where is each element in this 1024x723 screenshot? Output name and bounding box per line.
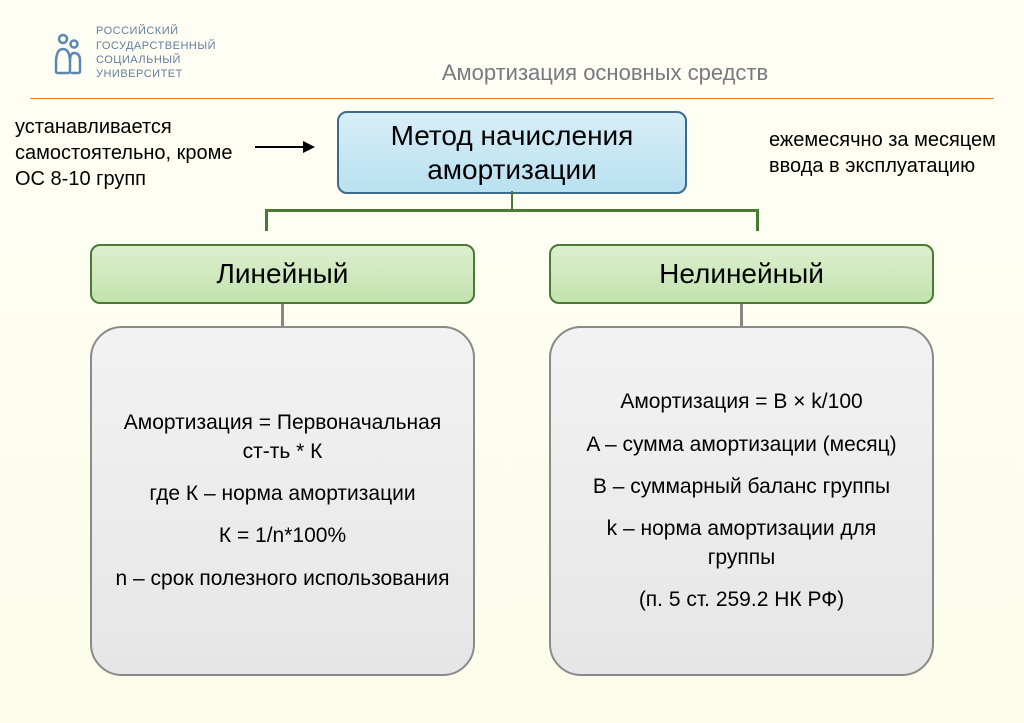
university-logo: РОССИЙСКИЙ ГОСУДАРСТВЕННЫЙ СОЦИАЛЬНЫЙ УН… <box>50 24 216 81</box>
left-annotation: устанавливается самостоятельно, кроме ОС… <box>15 114 265 192</box>
formula-line: где К – норма амортизации <box>114 480 451 508</box>
connector-horizontal <box>265 209 759 212</box>
logo-icon <box>50 31 86 75</box>
formula-line: К = 1/n*100% <box>114 522 451 550</box>
logo-line: РОССИЙСКИЙ <box>96 24 216 38</box>
formula-line: k – норма амортизации для группы <box>573 515 910 572</box>
connector-leg-left <box>265 209 268 231</box>
arrow-icon <box>255 139 315 155</box>
slide-header: РОССИЙСКИЙ ГОСУДАРСТВЕННЫЙ СОЦИАЛЬНЫЙ УН… <box>0 0 1024 86</box>
logo-line: СОЦИАЛЬНЫЙ <box>96 53 216 67</box>
connector-vertical <box>511 191 513 209</box>
branch-title: Линейный <box>90 244 475 304</box>
branch-nonlinear: Нелинейный Амортизация = B × k/100 A – с… <box>549 244 934 676</box>
branch-connector <box>740 304 743 326</box>
connector-leg-right <box>756 209 759 231</box>
right-annotation: ежемесячно за месяцем ввода в эксплуатац… <box>759 127 1009 179</box>
branch-connector <box>281 304 284 326</box>
diagram-top-row: устанавливается самостоятельно, кроме ОС… <box>15 111 1009 194</box>
branches-row: Линейный Амортизация = Первоначальная ст… <box>15 244 1009 676</box>
formula-line: Амортизация = Первоначальная ст-ть * К <box>114 409 451 466</box>
formula-line: (п. 5 ст. 259.2 НК РФ) <box>573 586 910 614</box>
logo-line: ГОСУДАРСТВЕННЫЙ <box>96 39 216 53</box>
formula-line: n – срок полезного использования <box>114 565 451 593</box>
page-title: Амортизация основных средств <box>216 60 994 86</box>
logo-line: УНИВЕРСИТЕТ <box>96 67 216 81</box>
branch-body-nonlinear: Амортизация = B × k/100 A – сумма аморти… <box>549 326 934 676</box>
formula-line: Амортизация = B × k/100 <box>573 388 910 416</box>
branch-body-linear: Амортизация = Первоначальная ст-ть * К г… <box>90 326 475 676</box>
branch-title: Нелинейный <box>549 244 934 304</box>
branch-linear: Линейный Амортизация = Первоначальная ст… <box>90 244 475 676</box>
formula-line: A – сумма амортизации (месяц) <box>573 431 910 459</box>
diagram-area: устанавливается самостоятельно, кроме ОС… <box>0 99 1024 676</box>
logo-text: РОССИЙСКИЙ ГОСУДАРСТВЕННЫЙ СОЦИАЛЬНЫЙ УН… <box>96 24 216 81</box>
formula-line: B – суммарный баланс группы <box>573 473 910 501</box>
root-node: Метод начисления амортизации <box>337 111 687 194</box>
